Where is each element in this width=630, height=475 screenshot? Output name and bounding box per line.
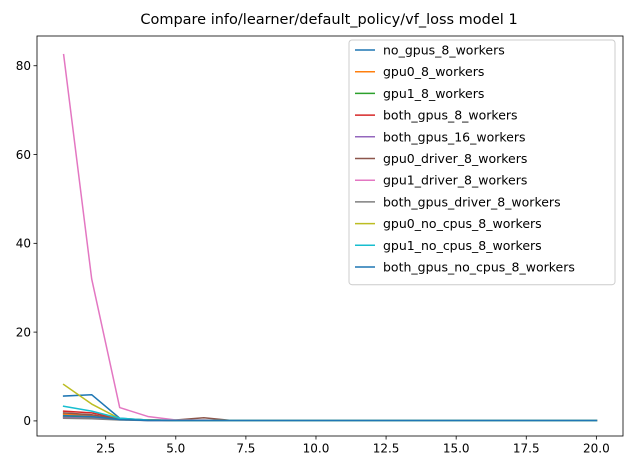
y-tick-label: 60 (16, 148, 31, 162)
plot-frame (36, 35, 624, 437)
legend-label-both_gpus_8_workers: both_gpus_8_workers (383, 108, 518, 123)
series-layer (62, 53, 598, 422)
legend-label-gpu0_no_cpus_8_workers: gpu0_no_cpus_8_workers (383, 216, 542, 231)
series-line-gpu1_no_cpus_8_workers (62, 405, 598, 422)
y-tick-label: 40 (16, 237, 31, 251)
legend-label-gpu0_8_workers: gpu0_8_workers (383, 64, 484, 79)
x-tick-label: 5.0 (166, 442, 185, 456)
plot-area (62, 53, 598, 422)
x-tick-label: 17.5 (513, 442, 540, 456)
legend-label-both_gpus_no_cpus_8_workers: both_gpus_no_cpus_8_workers (383, 260, 575, 275)
x-tick-label: 10.0 (303, 442, 330, 456)
legend-label-no_gpus_8_workers: no_gpus_8_workers (383, 43, 505, 58)
x-tick-label: 20.0 (583, 442, 610, 456)
series-line-both_gpus_no_cpus_8_workers (62, 414, 598, 422)
chart-title: Compare info/learner/default_policy/vf_l… (140, 12, 517, 28)
x-tick-label: 2.5 (96, 442, 115, 456)
legend-label-both_gpus_driver_8_workers: both_gpus_driver_8_workers (383, 194, 561, 209)
legend-label-both_gpus_16_workers: both_gpus_16_workers (383, 129, 526, 144)
legend-box (348, 39, 616, 286)
x-tick-label: 12.5 (373, 442, 400, 456)
legend-label-gpu1_driver_8_workers: gpu1_driver_8_workers (383, 173, 527, 188)
x-tick-label: 15.0 (443, 442, 470, 456)
legend-label-gpu0_driver_8_workers: gpu0_driver_8_workers (383, 151, 527, 166)
legend: no_gpus_8_workers gpu0_8_workers gpu1_8_wo… (348, 39, 616, 286)
y-tick-label: 20 (16, 325, 31, 339)
legend-label-gpu1_8_workers: gpu1_8_workers (383, 86, 484, 101)
x-tick-label: 7.5 (236, 442, 255, 456)
legend-label-gpu1_no_cpus_8_workers: gpu1_no_cpus_8_workers (383, 238, 542, 253)
axes-layer: 2.5 5.0 7.5 10.0 12.5 15.0 17.5 20.0 0 20 40 60 80 (16, 35, 624, 456)
y-tick-label: 0 (23, 414, 31, 428)
series-line-no_gpus_8_workers (62, 393, 598, 422)
y-tick-label: 80 (16, 59, 31, 73)
